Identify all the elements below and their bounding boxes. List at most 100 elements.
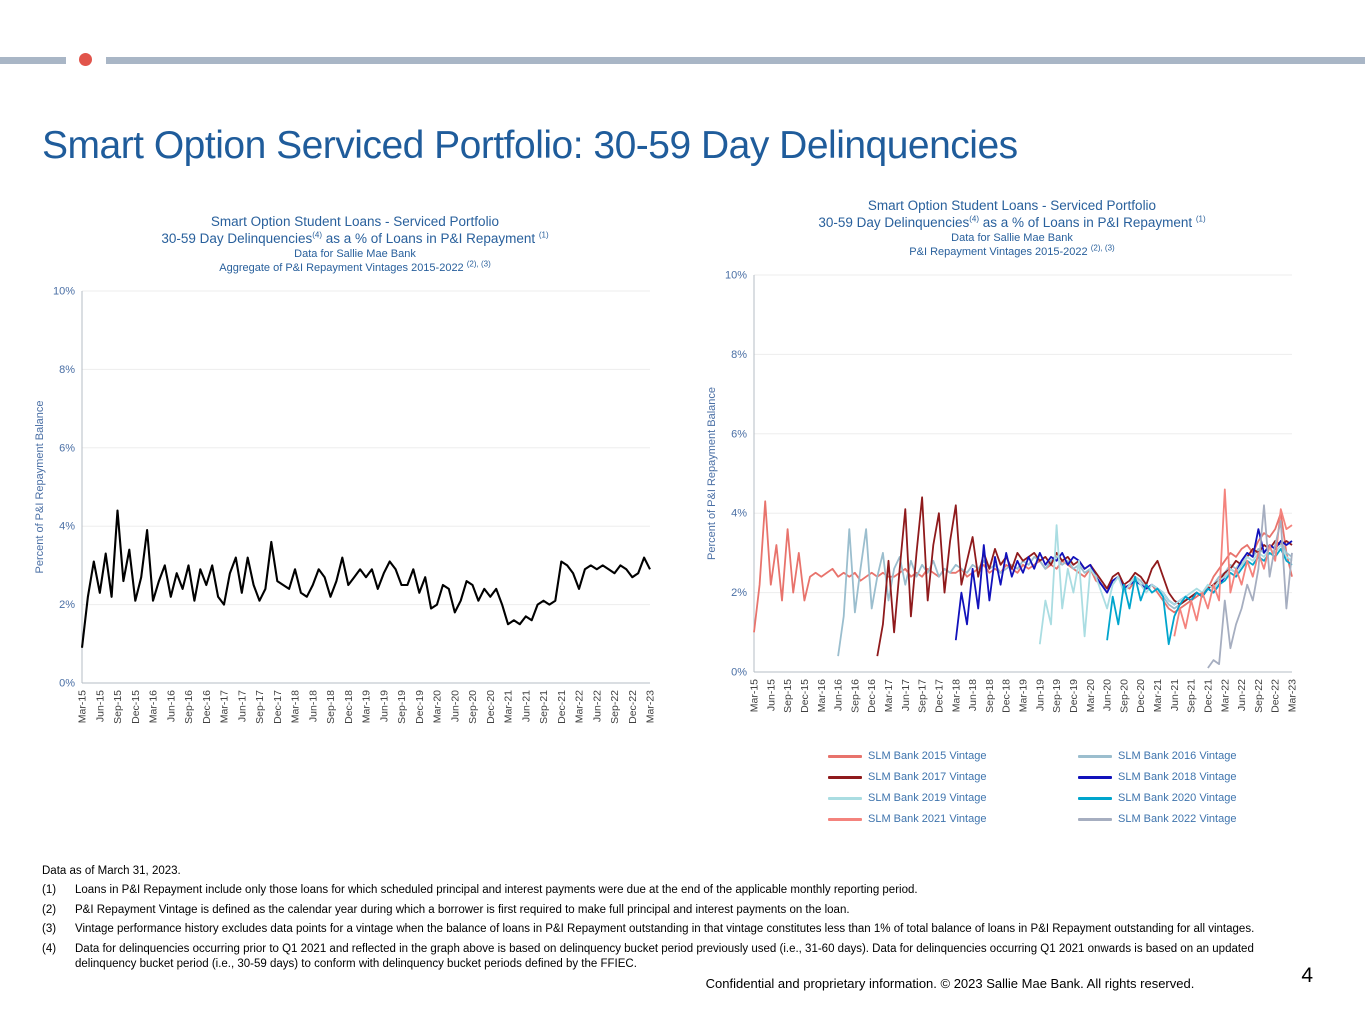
svg-text:Jun-16: Jun-16 (833, 679, 845, 711)
svg-text:Mar-15: Mar-15 (77, 690, 89, 723)
svg-text:Dec-16: Dec-16 (866, 679, 878, 713)
chart-subtitle-line1: Data for Sallie Mae Bank (294, 247, 416, 260)
svg-text:Dec-21: Dec-21 (556, 690, 568, 724)
chart-title-text: 30-59 Day Delinquencies (161, 230, 313, 246)
legend-line-swatch (828, 754, 862, 758)
svg-text:4%: 4% (59, 521, 75, 533)
title-superscript: (4) (969, 214, 979, 224)
legend-label: SLM Bank 2015 Vintage (868, 750, 987, 762)
svg-text:Mar-19: Mar-19 (361, 690, 373, 723)
vintages-chart-titles: Smart Option Student Loans - Serviced Po… (702, 198, 1322, 259)
footnote-number: (1) (42, 884, 57, 897)
legend-label: SLM Bank 2021 Vintage (868, 813, 987, 825)
svg-text:Mar-17: Mar-17 (883, 679, 895, 712)
page-title: Smart Option Serviced Portfolio: 30-59 D… (42, 124, 1018, 168)
svg-text:Dec-18: Dec-18 (1001, 679, 1013, 713)
svg-text:Dec-19: Dec-19 (414, 690, 426, 724)
svg-text:Sep-18: Sep-18 (325, 690, 337, 724)
svg-text:6%: 6% (59, 443, 75, 455)
svg-text:Sep-19: Sep-19 (1051, 679, 1063, 713)
footnote-number: (2) (42, 903, 57, 916)
svg-text:Jun-20: Jun-20 (449, 690, 461, 722)
svg-text:Dec-20: Dec-20 (485, 690, 497, 724)
legend-item: SLM Bank 2022 Vintage (1078, 813, 1328, 825)
legend: SLM Bank 2015 Vintage SLM Bank 2016 Vinta… (828, 750, 1328, 825)
legend-label: SLM Bank 2020 Vintage (1118, 792, 1237, 804)
svg-text:Jun-15: Jun-15 (765, 679, 777, 711)
series-slm-bank-2021-vintage (1173, 488, 1293, 637)
svg-text:Mar-17: Mar-17 (219, 690, 231, 723)
svg-text:Mar-23: Mar-23 (645, 690, 657, 723)
legend-label: SLM Bank 2017 Vintage (868, 771, 987, 783)
legend-line-swatch (1078, 796, 1112, 800)
svg-text:Jun-18: Jun-18 (967, 679, 979, 711)
svg-text:Jun-17: Jun-17 (236, 690, 248, 722)
footnote-3: (3) Vintage performance history excludes … (42, 922, 1300, 937)
legend-item: SLM Bank 2018 Vintage (1078, 771, 1328, 783)
svg-text:Sep-17: Sep-17 (254, 690, 266, 724)
svg-text:Sep-15: Sep-15 (782, 679, 794, 713)
page-number: 4 (1301, 964, 1313, 987)
legend-item: SLM Bank 2021 Vintage (828, 813, 1078, 825)
svg-text:Jun-18: Jun-18 (307, 690, 319, 722)
svg-text:2%: 2% (731, 587, 747, 599)
svg-text:Mar-23: Mar-23 (1287, 679, 1299, 712)
svg-text:Mar-16: Mar-16 (816, 679, 828, 712)
footnotes: Data as of March 31, 2023. (1) Loans in P… (42, 864, 1300, 972)
svg-text:Mar-22: Mar-22 (574, 690, 586, 723)
svg-text:Dec-17: Dec-17 (933, 679, 945, 713)
svg-text:8%: 8% (731, 349, 747, 361)
svg-text:Jun-21: Jun-21 (520, 690, 532, 722)
svg-text:Sep-16: Sep-16 (849, 679, 861, 713)
chart-title-text: 30-59 Day Delinquencies (818, 214, 970, 230)
title-superscript: (2), (3) (466, 258, 491, 268)
chart-title-text: as a % of Loans in P&I Repayment (321, 230, 539, 246)
legend-item: SLM Bank 2020 Vintage (1078, 792, 1328, 804)
svg-text:8%: 8% (59, 364, 75, 376)
svg-text:Mar-15: Mar-15 (749, 679, 761, 712)
svg-text:6%: 6% (731, 429, 747, 441)
svg-text:Percent of P&I Repayment Bala: Percent of P&I Repayment Balance (706, 387, 718, 560)
svg-text:Mar-18: Mar-18 (950, 679, 962, 712)
svg-text:Jun-17: Jun-17 (900, 679, 912, 711)
svg-text:Mar-18: Mar-18 (290, 690, 302, 723)
svg-text:Dec-19: Dec-19 (1068, 679, 1080, 713)
svg-text:Mar-16: Mar-16 (148, 690, 160, 723)
footnote-2: (2) P&I Repayment Vintage is defined as t… (42, 903, 1300, 918)
accent-dot-icon (79, 53, 92, 66)
chart-subtitle-line1: Data for Sallie Mae Bank (951, 231, 1073, 244)
svg-text:Dec-16: Dec-16 (201, 690, 213, 724)
svg-text:Sep-21: Sep-21 (538, 690, 550, 724)
chart-subtitle-line2: Aggregate of P&I Repayment Vintages 2015… (30, 258, 680, 276)
footnote-4: (4) Data for delinquencies occurring prio… (42, 942, 1300, 972)
svg-text:Dec-18: Dec-18 (343, 690, 355, 724)
footnote-text: Data for delinquencies occurring prior t… (75, 942, 1254, 970)
svg-text:Jun-21: Jun-21 (1169, 679, 1181, 711)
legend-line-swatch (828, 775, 862, 779)
title-superscript: (2), (3) (1090, 242, 1115, 252)
svg-text:Mar-21: Mar-21 (1152, 679, 1164, 712)
legend-line-swatch (1078, 775, 1112, 779)
legend-label: SLM Bank 2018 Vintage (1118, 771, 1237, 783)
footnote-text: P&I Repayment Vintage is defined as the … (75, 903, 850, 916)
svg-text:Jun-22: Jun-22 (591, 690, 603, 722)
series-slm-bank-2019-vintage (1038, 524, 1293, 645)
svg-text:Mar-20: Mar-20 (1085, 679, 1097, 712)
top-accent-bar (0, 57, 1365, 64)
svg-text:Dec-22: Dec-22 (627, 690, 639, 724)
svg-text:0%: 0% (59, 678, 75, 690)
svg-text:Sep-20: Sep-20 (1118, 679, 1130, 713)
svg-text:Jun-15: Jun-15 (94, 690, 106, 722)
svg-text:Mar-20: Mar-20 (432, 690, 444, 723)
footnote-number: (3) (42, 923, 57, 936)
title-superscript: (1) (1195, 214, 1206, 224)
svg-text:Jun-22: Jun-22 (1236, 679, 1248, 711)
legend-line-swatch (828, 796, 862, 800)
footnote-text: Loans in P&I Repayment include only thos… (75, 884, 918, 897)
footnote-number: (4) (42, 942, 57, 955)
legend-label: SLM Bank 2022 Vintage (1118, 813, 1237, 825)
chart-subtitle-text: P&I Repayment Vintages 2015-2022 (909, 245, 1091, 258)
svg-text:Dec-22: Dec-22 (1270, 679, 1282, 713)
title-superscript: (1) (538, 230, 549, 240)
